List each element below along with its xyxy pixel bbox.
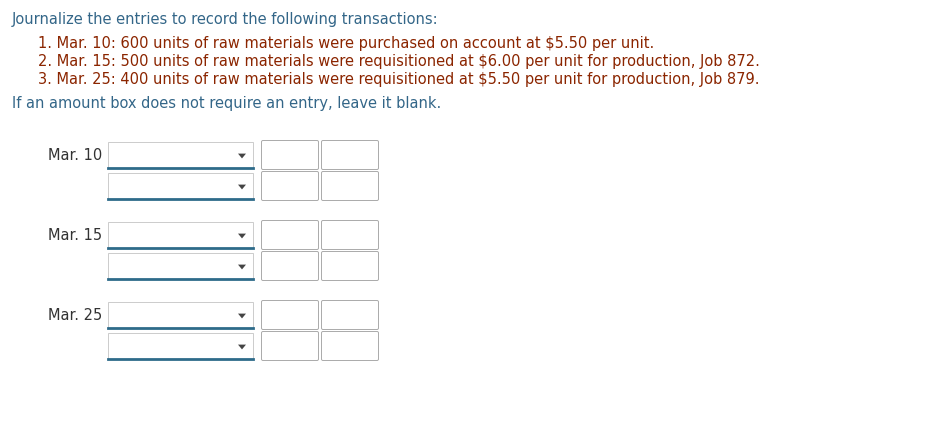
FancyBboxPatch shape <box>108 173 253 199</box>
Text: Mar. 15: Mar. 15 <box>48 228 102 243</box>
FancyBboxPatch shape <box>321 300 378 330</box>
FancyBboxPatch shape <box>108 253 253 279</box>
Text: Mar. 10: Mar. 10 <box>47 148 102 163</box>
Polygon shape <box>237 314 246 318</box>
FancyBboxPatch shape <box>108 333 253 359</box>
FancyBboxPatch shape <box>261 220 318 250</box>
Text: 3. Mar. 25: 400 units of raw materials were requisitioned at $5.50 per unit for : 3. Mar. 25: 400 units of raw materials w… <box>38 72 758 87</box>
FancyBboxPatch shape <box>321 140 378 169</box>
FancyBboxPatch shape <box>261 252 318 280</box>
FancyBboxPatch shape <box>261 172 318 200</box>
FancyBboxPatch shape <box>108 142 253 168</box>
FancyBboxPatch shape <box>261 300 318 330</box>
FancyBboxPatch shape <box>321 252 378 280</box>
Text: 2. Mar. 15: 500 units of raw materials were requisitioned at $6.00 per unit for : 2. Mar. 15: 500 units of raw materials w… <box>38 54 759 69</box>
FancyBboxPatch shape <box>108 222 253 248</box>
Text: If an amount box does not require an entry, leave it blank.: If an amount box does not require an ent… <box>12 96 440 111</box>
Polygon shape <box>237 184 246 190</box>
FancyBboxPatch shape <box>321 220 378 250</box>
FancyBboxPatch shape <box>261 140 318 169</box>
FancyBboxPatch shape <box>108 302 253 328</box>
Polygon shape <box>237 154 246 158</box>
Text: Mar. 25: Mar. 25 <box>47 307 102 323</box>
Text: 1. Mar. 10: 600 units of raw materials were purchased on account at $5.50 per un: 1. Mar. 10: 600 units of raw materials w… <box>38 36 654 51</box>
Polygon shape <box>237 265 246 269</box>
FancyBboxPatch shape <box>261 332 318 360</box>
Text: Journalize the entries to record the following transactions:: Journalize the entries to record the fol… <box>12 12 438 27</box>
Polygon shape <box>237 234 246 238</box>
FancyBboxPatch shape <box>321 332 378 360</box>
Polygon shape <box>237 345 246 349</box>
FancyBboxPatch shape <box>321 172 378 200</box>
